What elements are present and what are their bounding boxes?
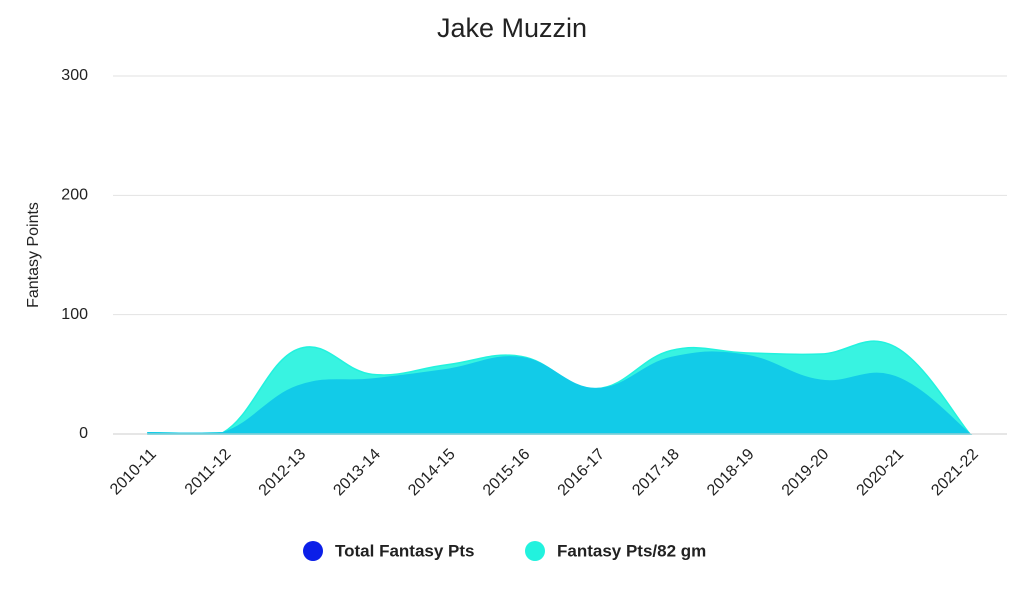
x-tick-label: 2018-19 — [704, 446, 758, 500]
y-tick-label: 0 — [79, 425, 88, 442]
x-tick-label: 2014-15 — [405, 446, 459, 500]
chart-title: Jake Muzzin — [437, 13, 587, 43]
legend-label: Total Fantasy Pts — [335, 541, 475, 560]
legend-swatch — [303, 541, 323, 561]
legend-label: Fantasy Pts/82 gm — [557, 541, 706, 560]
x-tick-label: 2012-13 — [256, 446, 310, 500]
y-axis-label: Fantasy Points — [25, 202, 42, 308]
x-tick-label: 2015-16 — [480, 446, 534, 500]
y-tick-label: 200 — [61, 187, 88, 204]
x-tick-label: 2020-21 — [854, 446, 908, 500]
x-tick-label: 2017-18 — [629, 446, 683, 500]
x-tick-label: 2010-11 — [107, 446, 160, 499]
area — [147, 351, 973, 435]
x-tick-label: 2016-17 — [555, 446, 609, 500]
x-tick-label: 2013-14 — [330, 446, 384, 500]
x-tick-label: 2011-12 — [182, 446, 235, 499]
x-tick-label: 2021-22 — [928, 446, 982, 500]
y-tick-label: 300 — [61, 67, 88, 84]
y-tick-label: 100 — [61, 306, 88, 323]
legend-swatch — [525, 541, 545, 561]
x-tick-label: 2019-20 — [779, 446, 833, 500]
